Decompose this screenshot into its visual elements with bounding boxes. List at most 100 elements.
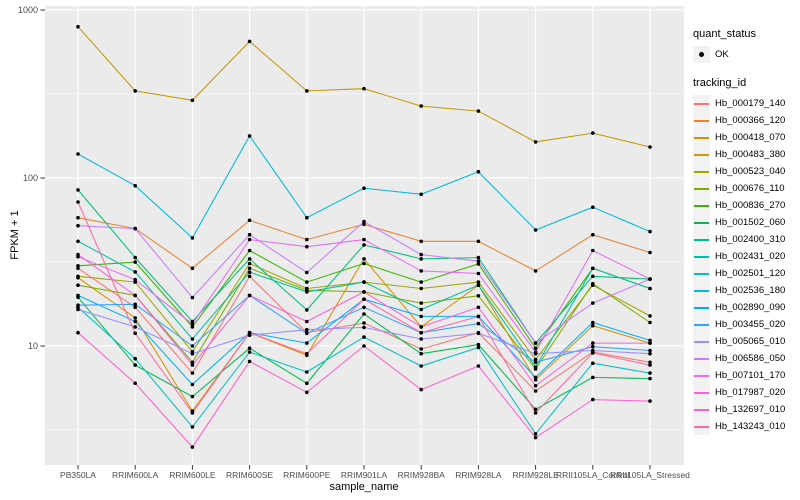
data-point — [247, 218, 252, 223]
data-point — [476, 259, 481, 263]
data-point — [533, 346, 538, 351]
line-symbol-icon — [694, 221, 709, 224]
data-point — [76, 239, 80, 244]
data-point — [76, 274, 80, 279]
data-point — [190, 295, 195, 300]
data-point — [190, 411, 195, 415]
legend-item-tracking-id: Hb_001502_060 — [693, 214, 799, 231]
legend-item-label: Hb_001502_060 — [715, 217, 786, 228]
data-point — [247, 39, 252, 44]
data-point — [247, 266, 252, 271]
data-point — [190, 266, 195, 271]
data-point — [305, 308, 309, 312]
data-point — [190, 445, 195, 449]
data-point — [305, 319, 309, 324]
line-symbol-icon — [694, 289, 709, 292]
data-point — [648, 399, 652, 403]
legend-item-tracking-id: Hb_000179_140 — [693, 95, 799, 112]
axis-ticks — [40, 9, 651, 470]
legend-key — [693, 418, 710, 435]
data-point — [190, 322, 195, 326]
data-point — [476, 239, 481, 244]
data-point — [76, 215, 80, 220]
y-tick-label: 100 — [23, 173, 38, 183]
x-tick-label: RRII105LA_Stressed — [610, 470, 690, 480]
data-point — [133, 89, 137, 93]
series-points-Hb_143243_010 — [76, 200, 652, 415]
legend-item-label: Hb_143243_010 — [715, 421, 786, 432]
data-point — [305, 390, 309, 395]
data-point — [362, 297, 366, 302]
x-tick-label: PB350LA — [60, 470, 96, 480]
data-point — [305, 237, 309, 242]
data-point — [76, 188, 80, 192]
y-tick-label: 1000 — [18, 5, 38, 15]
legend-key — [693, 265, 710, 282]
data-point — [419, 364, 424, 368]
data-point — [419, 347, 424, 351]
data-point — [362, 219, 366, 224]
legend-item-tracking-id: Hb_002400_310 — [693, 231, 799, 248]
data-point — [419, 387, 424, 392]
data-point — [419, 252, 424, 257]
data-point — [648, 286, 652, 291]
x-tick-label: RRII105LA_Control — [556, 470, 630, 480]
data-point — [591, 266, 595, 271]
legend-item-tracking-id: Hb_000523_040 — [693, 163, 799, 180]
data-point — [476, 255, 481, 260]
series-points-Hb_132697_010 — [76, 330, 652, 449]
data-point — [362, 257, 366, 261]
data-point — [419, 307, 424, 312]
legend-title-tracking-id: tracking_id — [693, 77, 747, 89]
legend-item-label: OK — [715, 49, 729, 60]
data-point — [591, 320, 595, 325]
data-point — [533, 407, 538, 412]
legend-item-tracking-id: Hb_002536_180 — [693, 282, 799, 299]
legend-key — [693, 299, 710, 316]
data-point — [533, 432, 538, 436]
legend-item-tracking-id: Hb_017987_020 — [693, 384, 799, 401]
legend-item-label: Hb_000418_070 — [715, 132, 786, 143]
legend-item-label: Hb_000179_140 — [715, 98, 786, 109]
legend-key — [693, 146, 710, 163]
legend-item-label: Hb_000836_270 — [715, 200, 786, 211]
data-point — [648, 314, 652, 318]
legend-panel: quant_status OK tracking_id Hb_000179_14… — [693, 27, 799, 435]
data-point — [305, 370, 309, 374]
data-point — [190, 236, 195, 240]
data-point — [533, 365, 538, 369]
data-point — [419, 330, 424, 335]
legend-item-label: Hb_007101_170 — [715, 370, 786, 381]
data-point — [76, 330, 80, 335]
line-symbol-icon — [694, 306, 709, 309]
data-point — [419, 351, 424, 356]
legend-item-label: Hb_005065_010 — [715, 336, 786, 347]
point-symbol-icon — [699, 52, 704, 57]
data-point — [305, 341, 309, 345]
data-point — [190, 98, 195, 103]
legend-item-label: Hb_002890_090 — [715, 302, 786, 313]
data-point — [419, 314, 424, 319]
data-point — [419, 337, 424, 341]
data-point — [533, 140, 538, 144]
legend-item-tracking-id: Hb_005065_010 — [693, 333, 799, 350]
x-tick-label: RRIM600LE — [169, 470, 216, 480]
legend-item-tracking-id: Hb_000836_270 — [693, 197, 799, 214]
data-point — [362, 305, 366, 310]
data-point — [419, 301, 424, 305]
legend-item-label: Hb_000366_120 — [715, 115, 786, 126]
data-point — [476, 283, 481, 288]
y-axis-title: FPKM + 1 — [9, 210, 21, 260]
data-point — [190, 344, 195, 348]
data-point — [76, 264, 80, 268]
data-point — [305, 89, 309, 93]
data-point — [476, 321, 481, 326]
data-point — [133, 331, 137, 336]
data-point — [591, 248, 595, 253]
data-point — [133, 293, 137, 298]
data-point — [247, 257, 252, 261]
data-point — [305, 351, 309, 356]
x-tick-label: RRIM928LA — [455, 470, 502, 480]
data-point — [247, 134, 252, 138]
data-point — [76, 223, 80, 228]
